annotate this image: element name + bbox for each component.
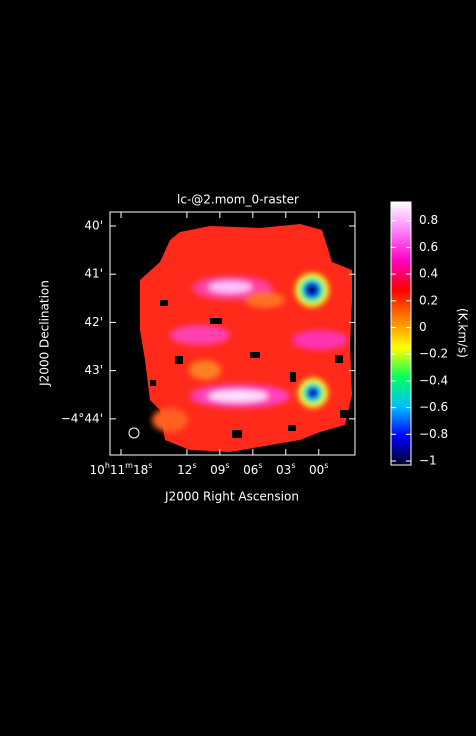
chart-title: lc-@2.mom_0-raster	[177, 193, 299, 207]
colorbar-frame	[390, 201, 412, 466]
colorbar-tick-label: −0.6	[419, 400, 448, 414]
x-tick-label: 00s	[309, 461, 328, 477]
colorbar-tick-label: 0.4	[419, 267, 438, 281]
map-feature	[208, 390, 268, 402]
colorbar-tick-label: −1	[419, 453, 437, 467]
map-feature	[245, 292, 285, 308]
map-feature	[189, 360, 221, 380]
y-tick-label: 42'	[84, 315, 103, 329]
map-feature	[292, 330, 348, 350]
y-tick-label: 43'	[84, 363, 103, 377]
colorbar-tick-label: −0.4	[419, 373, 448, 387]
beam	[128, 427, 140, 439]
map-feature	[307, 285, 317, 295]
x-tick-label: 03s	[276, 461, 295, 477]
y-tick-label: 41'	[84, 267, 103, 281]
colorbar-tick-label: 0	[419, 320, 427, 334]
y-axis-label: J2000 Declination	[38, 280, 52, 387]
map-blanks	[150, 300, 350, 438]
x-tick-label: 06s	[243, 461, 262, 477]
colorbar	[391, 202, 411, 465]
colorbar-label: (K.km/s)	[456, 308, 470, 358]
x-tick-label: 12s	[177, 461, 196, 477]
map-feature	[170, 325, 230, 345]
colorbar-tick-label: 0.2	[419, 293, 438, 307]
colorbar-tick-label: −0.2	[419, 347, 448, 361]
colorbar-tick-label: 0.6	[419, 240, 438, 254]
map-feature	[152, 408, 188, 432]
x-tick-label: 10h11m18s	[90, 461, 153, 477]
x-tick-label: 09s	[210, 461, 229, 477]
intensity-map	[140, 224, 352, 452]
colorbar-tick-label: −0.8	[419, 427, 448, 441]
map-feature	[310, 390, 316, 396]
colorbar-tick-label: 0.8	[419, 213, 438, 227]
y-tick-label: −4°44'	[61, 411, 103, 425]
x-axis-label: J2000 Right Ascension	[164, 490, 299, 504]
plot-frame	[109, 211, 356, 456]
map-feature	[208, 281, 252, 293]
y-tick-label: 40'	[84, 218, 103, 232]
